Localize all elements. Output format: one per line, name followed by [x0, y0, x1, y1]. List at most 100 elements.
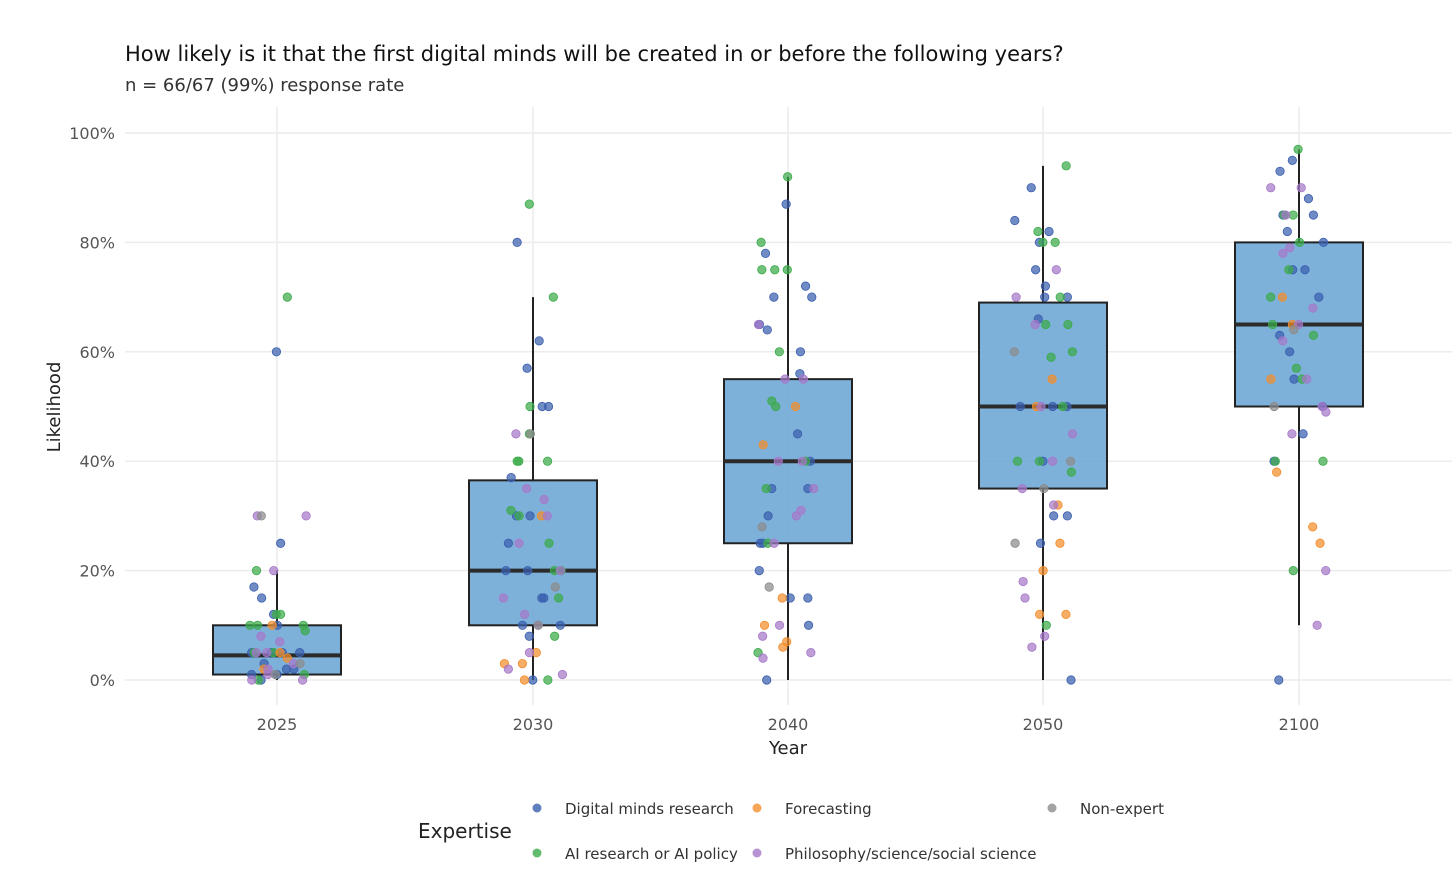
point-ai — [1318, 456, 1328, 466]
legend-title: Expertise — [418, 819, 512, 843]
point-forecasting — [1315, 538, 1325, 548]
data-points — [245, 144, 1331, 685]
point-philosophy — [503, 664, 513, 674]
point-ai — [1288, 565, 1298, 576]
point-philosophy — [275, 637, 285, 647]
legend-label: Non-expert — [1080, 800, 1164, 818]
point-nonexpert — [533, 620, 543, 630]
point-ai — [1067, 347, 1077, 357]
x-axis-label: Year — [768, 738, 808, 759]
point-philosophy — [780, 374, 790, 384]
point-ai — [1046, 352, 1056, 362]
point-digital — [803, 620, 814, 630]
point-philosophy — [498, 593, 509, 603]
point-digital — [276, 538, 286, 548]
point-philosophy — [251, 648, 261, 658]
point-forecasting — [275, 648, 285, 658]
point-philosophy — [797, 456, 807, 466]
point-digital — [1044, 226, 1054, 237]
point-philosophy — [1040, 631, 1050, 641]
legend-label: Digital minds research — [565, 800, 734, 818]
point-philosophy — [247, 675, 257, 685]
point-ai — [251, 565, 262, 576]
point-philosophy — [1321, 407, 1331, 417]
point-philosophy — [1017, 483, 1027, 494]
point-nonexpert — [757, 522, 767, 532]
point-philosophy — [256, 631, 266, 641]
legend-marker — [752, 848, 762, 858]
point-digital — [800, 281, 811, 291]
point-nonexpert — [550, 582, 560, 592]
point-ai — [1266, 292, 1276, 302]
point-philosophy — [773, 456, 783, 466]
point-digital — [537, 401, 547, 412]
point-forecasting — [1061, 609, 1071, 619]
point-ai — [1041, 319, 1051, 330]
point-digital — [271, 347, 282, 357]
point-philosophy — [557, 669, 568, 680]
point-philosophy — [1020, 593, 1030, 603]
point-ai — [770, 265, 780, 275]
point-ai — [756, 237, 766, 247]
legend-marker — [752, 803, 762, 813]
point-philosophy — [524, 648, 535, 658]
box-iqr — [468, 479, 598, 627]
point-digital — [1010, 215, 1020, 226]
point-philosophy — [511, 429, 521, 439]
point-philosophy — [798, 374, 808, 384]
point-forecasting — [1055, 538, 1065, 548]
point-digital — [517, 620, 528, 630]
point-digital — [1035, 538, 1046, 548]
legend-label: Forecasting — [785, 800, 872, 818]
point-digital — [1049, 511, 1059, 521]
point-ai — [1012, 456, 1023, 466]
point-nonexpert — [1039, 483, 1049, 494]
box-2100 — [1234, 149, 1364, 626]
point-nonexpert — [270, 669, 280, 680]
point-forecasting — [1277, 292, 1287, 302]
legend-marker — [1047, 803, 1057, 813]
legend-label: Philosophy/science/social science — [785, 845, 1036, 863]
legend-item-forecasting: Forecasting — [752, 800, 872, 818]
y-tick-label: 0% — [90, 671, 115, 690]
chart-subtitle: n = 66/67 (99%) response rate — [125, 75, 404, 96]
point-philosophy — [1027, 642, 1037, 652]
y-axis-label: Likelihood — [44, 362, 65, 453]
point-digital — [281, 664, 292, 674]
point-ai — [506, 505, 516, 516]
point-digital — [249, 582, 259, 592]
point-digital — [803, 593, 813, 603]
point-ai — [1284, 265, 1294, 275]
point-nonexpert — [1269, 401, 1279, 412]
point-ai — [1033, 226, 1043, 237]
point-digital — [523, 565, 533, 576]
point-forecasting — [790, 401, 801, 412]
y-tick-label: 20% — [79, 562, 115, 581]
legend-item-digital: Digital minds research — [532, 800, 734, 818]
point-ai — [548, 292, 558, 302]
point-digital — [1015, 401, 1025, 412]
x-axis-ticks: 2025 2030 2040 2050 2100 — [257, 715, 1320, 734]
point-digital — [1275, 166, 1285, 176]
point-philosophy — [1296, 183, 1306, 193]
point-philosophy — [514, 538, 524, 548]
point-nonexpert — [1289, 325, 1299, 335]
x-tick-label: 2050 — [1023, 715, 1064, 734]
point-philosophy — [1285, 243, 1295, 253]
point-digital — [534, 336, 544, 346]
point-forecasting — [1266, 374, 1276, 384]
point-digital — [1318, 237, 1329, 247]
point-digital — [506, 473, 516, 483]
point-digital — [512, 237, 522, 247]
point-nonexpert — [1065, 456, 1076, 466]
point-philosophy — [522, 483, 532, 494]
point-philosophy — [758, 653, 768, 663]
point-ai — [271, 609, 281, 619]
point-philosophy — [1049, 500, 1059, 510]
point-forecasting — [758, 440, 768, 450]
point-philosophy — [301, 511, 311, 521]
point-philosophy — [1287, 429, 1297, 439]
point-ai — [1055, 292, 1065, 302]
point-digital — [1298, 429, 1308, 439]
point-ai — [774, 347, 784, 357]
